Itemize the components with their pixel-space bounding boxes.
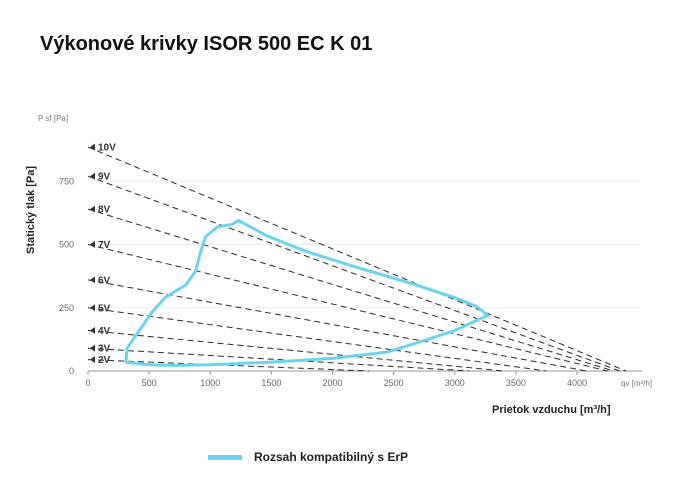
y-tick-label: 0 xyxy=(69,366,74,376)
legend-swatch xyxy=(208,454,242,460)
x-tick-label: 3500 xyxy=(506,378,526,388)
voltage-label: 3V xyxy=(98,344,111,355)
voltage-label: 8V xyxy=(98,205,111,216)
voltage-curve-8V xyxy=(87,208,614,372)
voltage-curve-7V xyxy=(87,244,608,372)
x-axis-title: Prietok vzduchu [m³/h] xyxy=(492,404,611,416)
x-tick-label: 0 xyxy=(85,378,90,388)
voltage-marker xyxy=(90,356,95,364)
y-gridlines xyxy=(88,180,640,309)
y-tick-label: 500 xyxy=(59,240,74,250)
voltage-marker xyxy=(90,344,95,352)
voltage-marker xyxy=(90,304,95,312)
y-tick-labels: 0 250 500 750 xyxy=(59,176,74,376)
voltage-marker xyxy=(90,143,95,151)
voltage-label: 5V xyxy=(98,303,111,314)
voltage-label: 7V xyxy=(98,240,111,251)
voltage-marker xyxy=(90,327,95,335)
voltage-label: 6V xyxy=(98,275,111,286)
voltage-label: 2V xyxy=(98,355,111,366)
voltage-marker xyxy=(90,241,95,248)
y-axis-title: Statický tlak [Pa] xyxy=(25,166,37,254)
erp-range-outline xyxy=(124,219,490,367)
voltage-curve-5V xyxy=(87,307,547,372)
voltage-marker xyxy=(90,276,95,284)
erp-range-series xyxy=(124,219,490,367)
x-tick-label: 1000 xyxy=(200,378,220,388)
legend: Rozsah kompatibilný s ErP xyxy=(208,450,408,464)
x-tick-label: 2500 xyxy=(384,378,404,388)
legend-label: Rozsah kompatibilný s ErP xyxy=(254,450,409,464)
x-tick-labels: 0 500 1000 1500 2000 2500 3000 3500 4000 xyxy=(85,371,587,388)
y-axis-unit-label: P sf [Pa] xyxy=(38,114,68,123)
x-tick-label: 1500 xyxy=(261,378,281,388)
x-axis-unit-label: qv [m³/h] xyxy=(621,379,652,388)
chart-title: Výkonové krivky ISOR 500 EC K 01 xyxy=(40,33,373,55)
x-tick-label: 2000 xyxy=(322,378,342,388)
y-tick-label: 250 xyxy=(59,303,74,313)
voltage-label: 10V xyxy=(98,143,116,154)
x-tick-label: 500 xyxy=(142,378,157,388)
y-tick-label: 750 xyxy=(59,176,74,186)
voltage-label: 9V xyxy=(98,172,111,183)
voltage-label: 4V xyxy=(98,326,111,337)
x-tick-label: 4000 xyxy=(567,378,587,388)
voltage-curves xyxy=(87,146,627,372)
voltage-marker xyxy=(90,172,95,180)
voltage-marker xyxy=(90,205,95,213)
voltage-curve-10V xyxy=(87,146,627,372)
x-tick-label: 3000 xyxy=(445,378,465,388)
voltage-curve-9V xyxy=(87,175,620,372)
voltage-curve-3V xyxy=(87,347,470,372)
